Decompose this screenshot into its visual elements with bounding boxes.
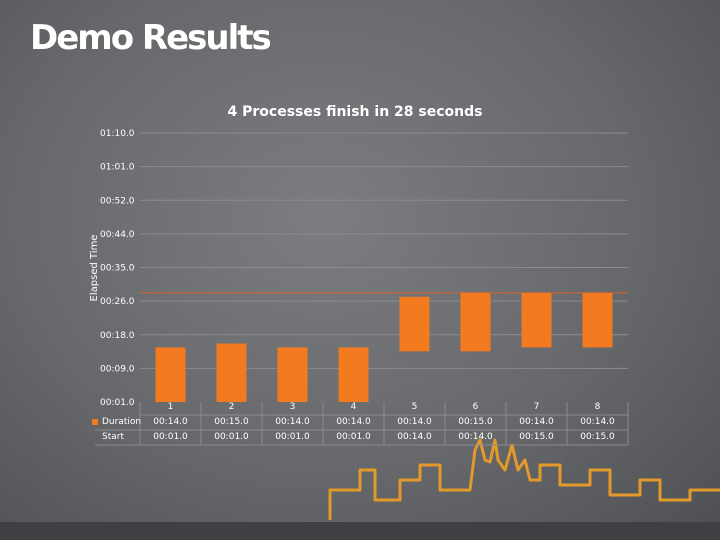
category-label: 6 — [473, 402, 479, 412]
category-label: 5 — [412, 402, 418, 412]
category-label: 4 — [351, 402, 357, 412]
legend-swatch-duration — [92, 419, 98, 425]
y-tick-label: 00:44.0 — [100, 230, 135, 240]
table-cell: 00:14.0 — [519, 417, 554, 427]
category-label: 8 — [595, 402, 601, 412]
table-cell: 00:14.0 — [275, 417, 310, 427]
y-tick-label: 00:09.0 — [100, 364, 135, 374]
category-label: 3 — [290, 402, 296, 412]
table-cell: 00:15.0 — [580, 432, 615, 442]
chart-title: 4 Processes finish in 28 seconds — [228, 104, 483, 120]
legend-label: Start — [102, 432, 124, 442]
category-label: 7 — [534, 402, 540, 412]
table-cell: 00:01.0 — [275, 432, 310, 442]
duration-bar — [460, 292, 491, 352]
y-axis-label: Elapsed Time — [89, 235, 100, 302]
table-cell: 00:15.0 — [214, 417, 249, 427]
table-cell: 00:01.0 — [214, 432, 249, 442]
y-tick-label: 00:52.0 — [100, 196, 135, 206]
table-cell: 00:14.0 — [397, 417, 432, 427]
y-tick-label: 01:10.0 — [100, 129, 135, 139]
table-cell: 00:01.0 — [336, 432, 371, 442]
table-cell: 00:15.0 — [519, 432, 554, 442]
table-cell: 00:14.0 — [580, 417, 615, 427]
legend-label: Duration — [102, 417, 141, 427]
duration-bar — [582, 292, 613, 348]
slide-title: Demo Results — [30, 18, 272, 58]
table-cell: 00:14.0 — [153, 417, 188, 427]
table-cell: 00:14.0 — [336, 417, 371, 427]
duration-bar — [399, 296, 430, 352]
table-cell: 00:01.0 — [153, 432, 188, 442]
duration-bar — [155, 347, 186, 402]
duration-bar — [277, 347, 308, 402]
y-tick-label: 00:01.0 — [100, 398, 135, 408]
y-tick-label: 00:26.0 — [100, 297, 135, 307]
table-cell: 00:14.0 — [458, 432, 493, 442]
duration-bar — [338, 347, 369, 402]
y-tick-label: 00:18.0 — [100, 331, 135, 341]
category-label: 2 — [229, 402, 235, 412]
y-tick-label: 01:01.0 — [100, 163, 135, 173]
y-tick-label: 00:35.0 — [100, 264, 135, 274]
category-label: 1 — [168, 402, 174, 412]
table-cell: 00:14.0 — [397, 432, 432, 442]
table-cell: 00:15.0 — [458, 417, 493, 427]
duration-bar — [216, 343, 247, 402]
duration-bar — [521, 292, 552, 348]
